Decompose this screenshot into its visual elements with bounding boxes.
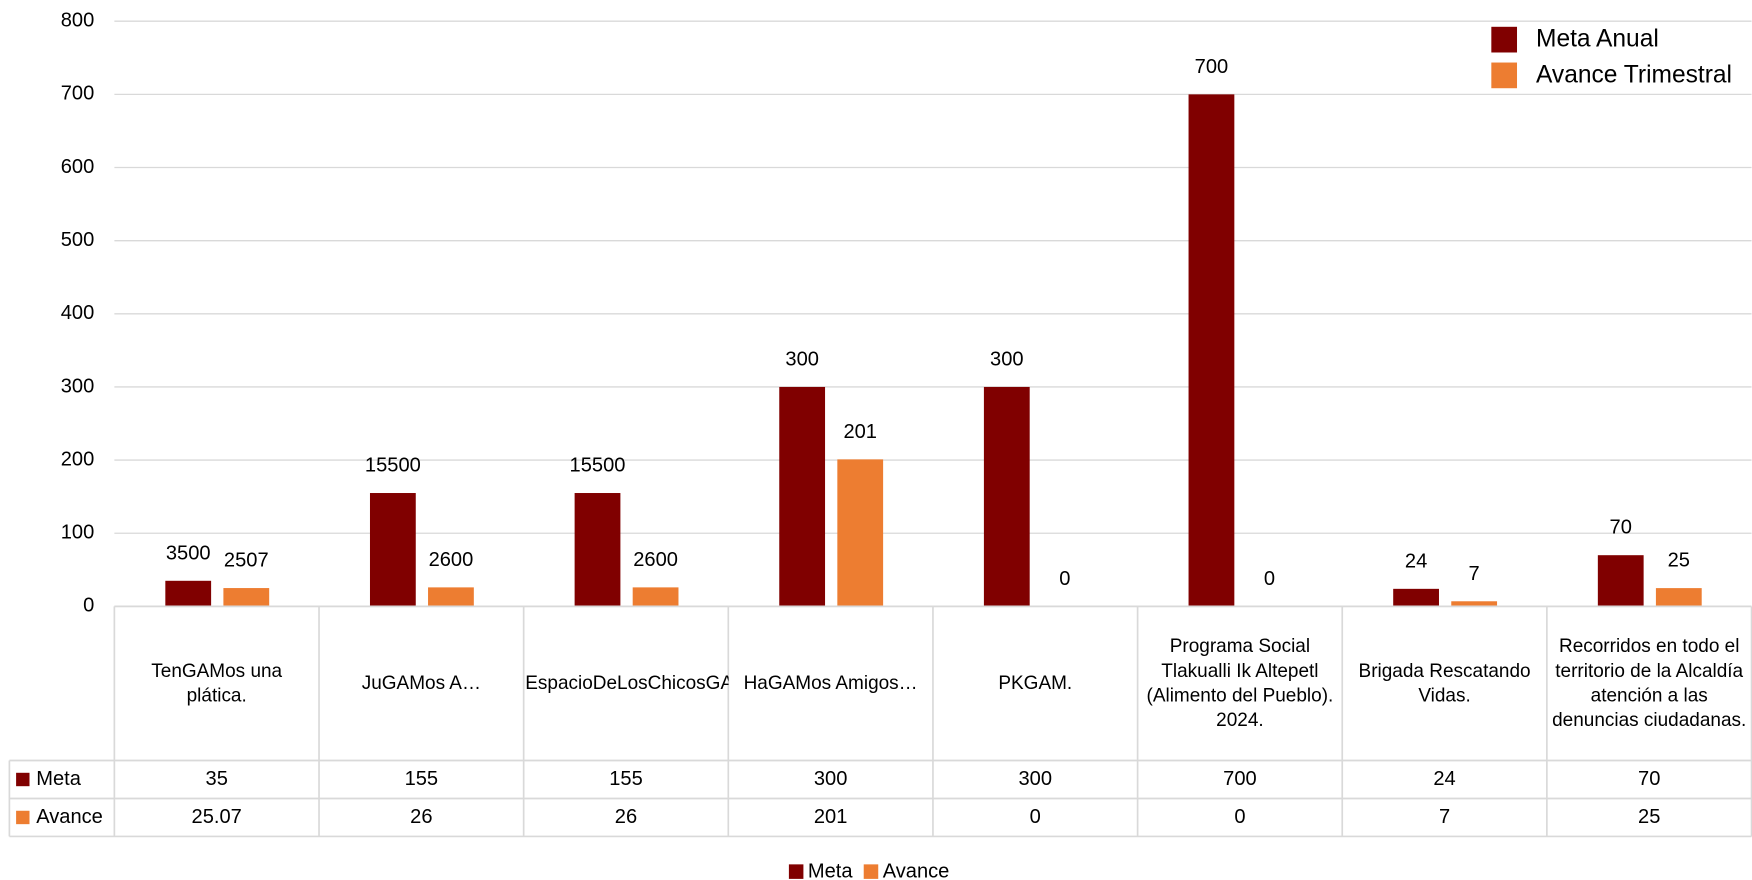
data-label: 700 [1195,56,1229,78]
category-cell: JuGAMos A… [361,672,481,694]
legend-label: Avance [883,860,950,880]
data-label: 24 [1405,550,1427,572]
row-header: Meta [36,768,81,790]
bar [428,587,474,607]
data-label: 15500 [365,455,421,477]
bar [837,459,884,607]
data-label: 70 [1610,517,1632,539]
x-tick-label: JuGAMos A… [361,672,481,694]
table-value: 700 [1223,768,1257,790]
data-label: 2600 [429,549,474,571]
bar [574,493,621,607]
data-label: 201 [843,421,877,443]
table-value: 24 [1433,768,1455,790]
legend-key [863,864,879,879]
bar [779,386,826,607]
y-tick-label: 0 [83,595,94,617]
legend-key [788,864,804,879]
data-label: 3500 [166,542,211,564]
table-value: 26 [615,806,637,828]
legend-key [1491,62,1518,89]
table-value: 300 [814,768,848,790]
table-value: 25 [1638,806,1660,828]
x-tick-label: HaGAMos Amigos… [743,672,918,694]
bar [369,493,416,607]
category-cell: HaGAMos Amigos… [743,672,918,694]
table-value: 26 [410,806,432,828]
y-tick-label: 500 [61,229,95,251]
table-value: 70 [1638,768,1660,790]
table-value: 35 [206,768,228,790]
data-label: 0 [1059,568,1070,590]
data-label: 2600 [633,549,678,571]
y-tick-label: 800 [61,10,95,32]
y-tick-label: 700 [61,83,95,105]
x-tick-label: PKGAM. [998,672,1073,694]
x-tick-label: Programa Social Tlakualli Ik Altepetl (A… [1146,635,1334,731]
legend-key [1491,26,1518,53]
table-value: 300 [1019,768,1053,790]
bar [165,580,212,607]
table-value: 0 [1030,806,1041,828]
data-label: 300 [785,348,819,370]
x-tick-label: TenGAMos una plática. [151,660,283,706]
bar [223,588,270,607]
y-tick-label: 100 [61,522,95,544]
data-label: 7 [1469,563,1480,585]
data-label: 25 [1668,550,1690,572]
category-cell: Recorridos en todo el territorio de la A… [1552,635,1747,731]
x-tick-label: Brigada Rescatando Vidas. [1358,660,1531,706]
bar [983,386,1030,607]
x-tick-label: Recorridos en todo el territorio de la A… [1552,635,1747,731]
bar [632,587,679,607]
y-tick-label: 300 [61,375,95,397]
table-value: 155 [609,768,643,790]
bar [1451,601,1498,607]
y-tick-label: 200 [61,448,95,470]
legend-label: Meta Anual [1536,26,1659,53]
category-cell: #ElEspacioDeLosChicosGAM. [524,672,729,694]
legend-label: Meta [808,860,853,880]
legend-label: Avance Trimestral [1536,61,1732,88]
table-value: 25.07 [192,806,242,828]
y-tick-label: 600 [61,156,95,178]
category-cell: Programa Social Tlakualli Ik Altepetl (A… [1146,635,1334,731]
table-legend-key [16,810,30,825]
table-value: 201 [814,806,848,828]
category-cell: Brigada Rescatando Vidas. [1358,660,1531,706]
category-cell: PKGAM. [998,672,1073,694]
bar [1655,588,1702,607]
bar [1597,555,1644,607]
table-value: 0 [1234,806,1245,828]
table-value: 7 [1439,806,1450,828]
data-label: 0 [1264,568,1275,590]
data-label: 300 [990,348,1024,370]
row-header: Avance [36,806,103,828]
bar [1393,588,1439,607]
y-tick-label: 400 [61,302,95,324]
category-cell: TenGAMos una plática. [151,660,283,706]
data-label: 2507 [224,550,269,572]
bar [1188,94,1235,607]
data-label: 15500 [570,455,626,477]
x-tick-label: #ElEspacioDeLosChicosGAM. [524,672,729,694]
table-legend-key [16,772,30,787]
table-value: 155 [405,768,439,790]
